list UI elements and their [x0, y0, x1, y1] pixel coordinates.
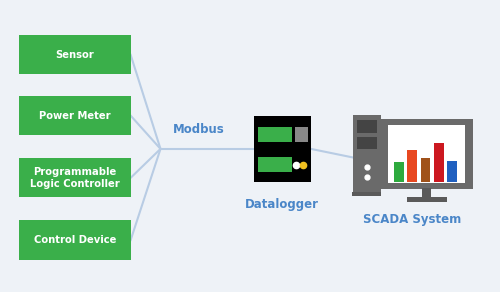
FancyBboxPatch shape: [258, 127, 292, 142]
Text: Sensor: Sensor: [56, 50, 94, 60]
FancyBboxPatch shape: [295, 127, 308, 142]
FancyBboxPatch shape: [388, 125, 466, 183]
FancyBboxPatch shape: [407, 150, 417, 182]
FancyBboxPatch shape: [19, 158, 130, 197]
FancyBboxPatch shape: [352, 192, 382, 196]
FancyBboxPatch shape: [254, 116, 311, 182]
Text: Datalogger: Datalogger: [246, 198, 320, 211]
Text: Modbus: Modbus: [173, 123, 225, 136]
FancyBboxPatch shape: [434, 142, 444, 182]
FancyBboxPatch shape: [353, 115, 381, 193]
FancyBboxPatch shape: [448, 161, 458, 182]
FancyBboxPatch shape: [381, 119, 473, 190]
Text: Power Meter: Power Meter: [39, 111, 111, 121]
FancyBboxPatch shape: [19, 35, 130, 74]
Text: Control Device: Control Device: [34, 235, 116, 245]
Text: SCADA System: SCADA System: [363, 213, 462, 225]
FancyBboxPatch shape: [19, 220, 130, 260]
FancyBboxPatch shape: [420, 158, 430, 182]
FancyBboxPatch shape: [357, 120, 377, 133]
Text: Programmable
Logic Controller: Programmable Logic Controller: [30, 167, 120, 189]
FancyBboxPatch shape: [407, 197, 447, 202]
FancyBboxPatch shape: [19, 96, 130, 135]
FancyBboxPatch shape: [394, 162, 404, 182]
FancyBboxPatch shape: [357, 137, 377, 149]
FancyBboxPatch shape: [258, 157, 292, 172]
FancyBboxPatch shape: [422, 188, 431, 197]
